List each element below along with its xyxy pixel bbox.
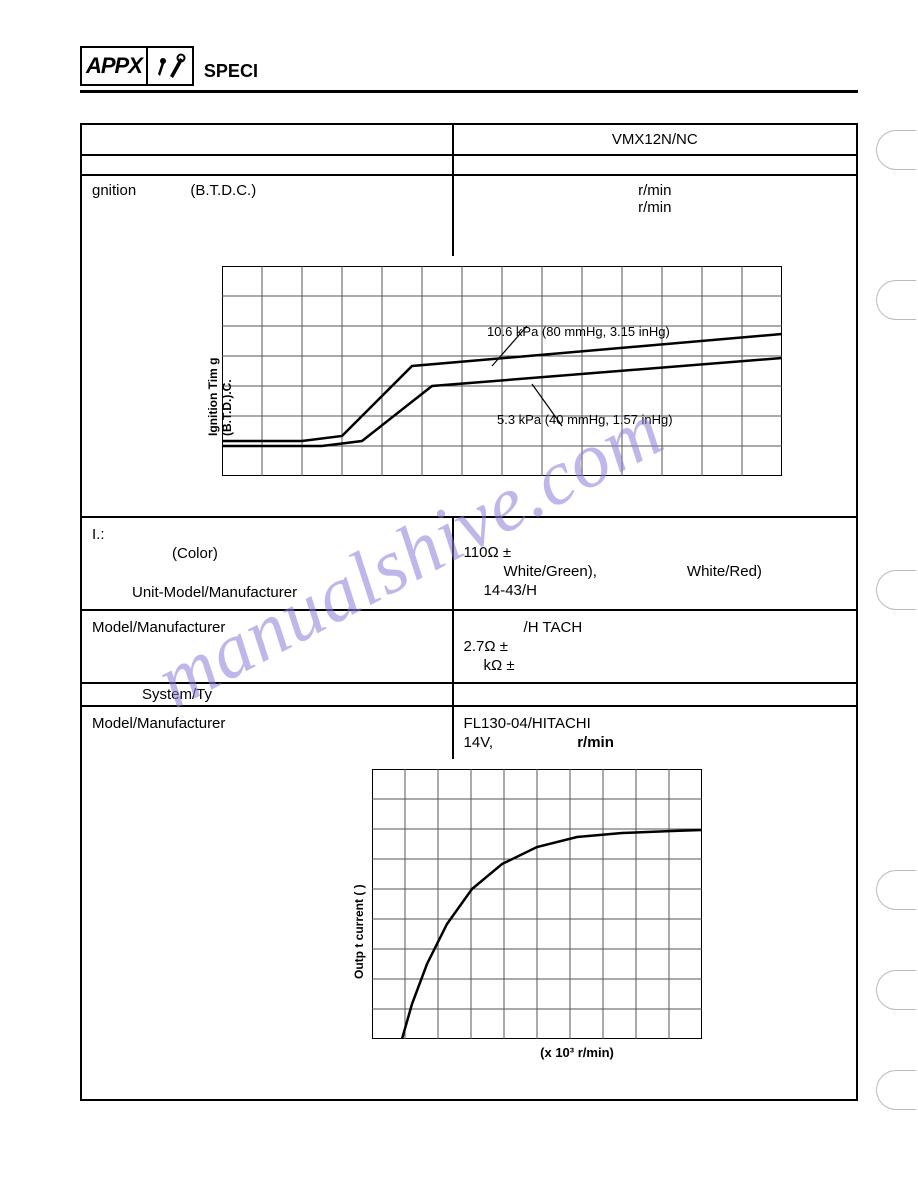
binder-notch	[876, 870, 916, 910]
il-res: 110Ω ±	[464, 544, 846, 561]
il-row: I.: (Color) Unit-Model/Manufacturer 110Ω…	[82, 518, 856, 611]
mm1-left: Model/Manufacturer	[82, 611, 454, 682]
chart1-svg	[222, 266, 782, 476]
mm1-v1: /H TACH	[524, 619, 846, 636]
binder-notch	[876, 970, 916, 1010]
binder-notch	[876, 1070, 916, 1110]
chart2-svg	[372, 769, 702, 1039]
appx-label: APPX	[86, 53, 144, 79]
mm2-v2b: r/min	[577, 734, 614, 751]
appx-icons	[150, 52, 188, 80]
mm2-block: Model/Manufacturer FL130-04/HITACHI 14V,…	[82, 707, 856, 1099]
mm2-v2a: 14V,	[464, 734, 493, 751]
mm2-right: FL130-04/HITACHI 14V, r/min	[454, 707, 856, 759]
il-color: (Color)	[172, 545, 442, 562]
header-rule	[80, 90, 858, 93]
binder-notch	[876, 130, 916, 170]
mm2-label: Model/Manufacturer	[92, 715, 442, 732]
appx-badge: APPX	[80, 46, 194, 86]
chart1: Ignition Tim g (B.T.D.).C. 10.6 kPa (80 …	[222, 266, 782, 496]
appx-divider	[146, 48, 148, 84]
ignition-rmin-2: r/min	[464, 199, 846, 216]
page-header: APPX SPECI	[80, 40, 858, 86]
section-label: SPECI	[204, 61, 258, 86]
ignition-btdc: (B.T.D.C.)	[190, 182, 256, 199]
sys-row: System/Ty	[82, 684, 856, 707]
ignition-left: gnition (B.T.D.C.)	[82, 176, 454, 256]
mm1-v2: 2.7Ω ±	[464, 638, 846, 655]
il-color-b: White/Red)	[687, 563, 762, 580]
mm2-left: Model/Manufacturer	[82, 707, 454, 759]
il-right: 110Ω ± White/Green), White/Red) 14-43/H	[454, 518, 856, 609]
model-header-right: VMX12N/NC	[454, 125, 856, 154]
sys-label: System/Ty	[82, 684, 454, 705]
ignition-right: r/min r/min	[454, 176, 856, 256]
ignition-rmin-1: r/min	[464, 182, 846, 199]
chart1-annot-upper: 10.6 kPa (80 mmHg, 3.15 inHg)	[487, 324, 670, 339]
il-unit-val: 14-43/H	[484, 582, 846, 599]
tools-icon	[152, 52, 186, 80]
mm1-right: /H TACH 2.7Ω ± kΩ ±	[454, 611, 856, 682]
chart1-ylabel: Ignition Tim g (B.T.D.).C.	[206, 358, 234, 436]
binder-notch	[876, 280, 916, 320]
mm1-label: Model/Manufacturer	[92, 619, 442, 636]
mm2-v1: FL130-04/HITACHI	[464, 715, 846, 732]
binder-notch	[876, 570, 916, 610]
ignition-label: gnition	[92, 182, 136, 199]
il-left: I.: (Color) Unit-Model/Manufacturer	[82, 518, 454, 609]
spacer-row	[82, 156, 856, 176]
mm1-v3: kΩ ±	[484, 657, 846, 674]
chart1-container: Ignition Tim g (B.T.D.).C. 10.6 kPa (80 …	[82, 256, 856, 516]
il-color-a: White/Green),	[504, 563, 597, 580]
chart2-xlabel: (x 10³ r/min)	[432, 1045, 722, 1060]
il-unit-label: Unit-Model/Manufacturer	[132, 584, 442, 601]
chart2-container: Outp t current ( ) (x 10³ r/min)	[82, 759, 856, 1099]
ignition-block: gnition (B.T.D.C.) r/min r/min Ignition …	[82, 176, 856, 518]
model-header-row: VMX12N/NC	[82, 125, 856, 156]
spec-table: VMX12N/NC gnition (B.T.D.C.) r/min r/min	[80, 123, 858, 1101]
chart1-annot-lower: 5.3 kPa (40 mmHg, 1.57 inHg)	[497, 412, 673, 427]
chart2: Outp t current ( ) (x 10³ r/min)	[372, 769, 722, 1069]
mm1-row: Model/Manufacturer /H TACH 2.7Ω ± kΩ ±	[82, 611, 856, 684]
model-header-left	[82, 125, 454, 154]
il-label: I.:	[92, 526, 442, 543]
chart2-ylabel: Outp t current ( )	[352, 884, 366, 979]
